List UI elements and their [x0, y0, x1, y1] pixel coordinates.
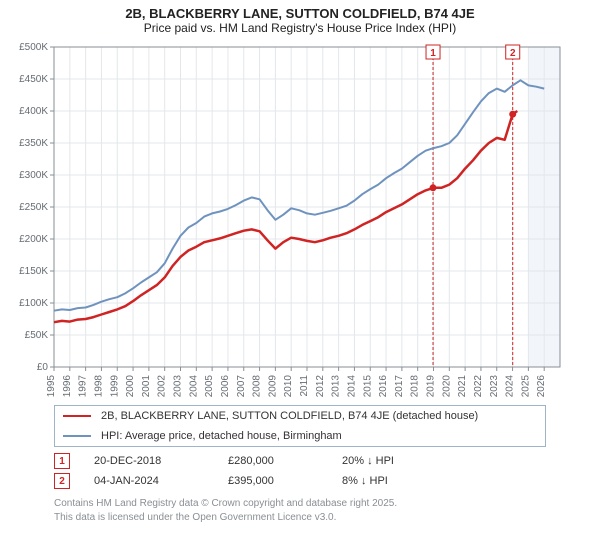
svg-text:£200K: £200K — [19, 234, 48, 245]
svg-text:2001: 2001 — [141, 375, 152, 398]
svg-text:2007: 2007 — [236, 375, 247, 398]
svg-text:2016: 2016 — [378, 375, 389, 398]
chart: £0 £50K £100K £150K £200K £250K £300K £350K £400… — [8, 39, 568, 399]
svg-text:£150K: £150K — [19, 266, 48, 277]
legend-row: 2B, BLACKBERRY LANE, SUTTON COLDFIELD, B… — [55, 406, 545, 426]
svg-text:£450K: £450K — [19, 74, 48, 85]
legend: 2B, BLACKBERRY LANE, SUTTON COLDFIELD, B… — [54, 405, 546, 447]
event-delta: 8% ↓ HPI — [342, 475, 432, 487]
svg-text:2020: 2020 — [441, 375, 452, 398]
svg-text:£0: £0 — [37, 362, 49, 373]
event-marker-1: 1 — [54, 453, 70, 469]
svg-text:2023: 2023 — [489, 375, 500, 398]
svg-text:2011: 2011 — [299, 375, 310, 397]
svg-text:2008: 2008 — [252, 375, 263, 398]
svg-text:2009: 2009 — [267, 375, 278, 398]
event-date: 20-DEC-2018 — [94, 455, 204, 467]
svg-text:2000: 2000 — [125, 375, 136, 398]
svg-text:£500K: £500K — [19, 42, 48, 53]
svg-text:1996: 1996 — [62, 375, 73, 398]
event-marker-num: 1 — [59, 456, 65, 467]
svg-text:1998: 1998 — [93, 375, 104, 398]
legend-swatch-property — [63, 415, 91, 417]
svg-text:2010: 2010 — [283, 375, 294, 398]
svg-text:2026: 2026 — [536, 375, 547, 398]
footer-line: Contains HM Land Registry data © Crown c… — [54, 497, 592, 511]
chart-subtitle: Price paid vs. HM Land Registry's House … — [8, 21, 592, 35]
svg-text:2004: 2004 — [188, 375, 199, 398]
event-marker-num: 2 — [59, 476, 65, 487]
svg-text:2024: 2024 — [505, 375, 516, 398]
footer-line: This data is licensed under the Open Gov… — [54, 511, 592, 525]
event-row: 1 20-DEC-2018 £280,000 20% ↓ HPI — [54, 451, 592, 471]
svg-text:2019: 2019 — [426, 375, 437, 398]
svg-text:£350K: £350K — [19, 138, 48, 149]
svg-text:1995: 1995 — [46, 375, 57, 398]
svg-text:2002: 2002 — [157, 375, 168, 398]
event-date: 04-JAN-2024 — [94, 475, 204, 487]
svg-text:2014: 2014 — [346, 375, 357, 398]
legend-row: HPI: Average price, detached house, Birm… — [55, 426, 545, 446]
svg-text:2015: 2015 — [362, 375, 373, 398]
svg-text:2022: 2022 — [473, 375, 484, 398]
svg-text:2003: 2003 — [173, 375, 184, 398]
svg-text:1999: 1999 — [109, 375, 120, 398]
svg-text:2006: 2006 — [220, 375, 231, 398]
event-price: £280,000 — [228, 455, 318, 467]
svg-text:2017: 2017 — [394, 375, 405, 398]
svg-text:2025: 2025 — [520, 375, 531, 398]
event-table: 1 20-DEC-2018 £280,000 20% ↓ HPI 2 04-JA… — [54, 451, 592, 491]
legend-swatch-hpi — [63, 435, 91, 437]
svg-text:£100K: £100K — [19, 298, 48, 309]
svg-text:2013: 2013 — [331, 375, 342, 398]
svg-text:1: 1 — [430, 48, 436, 59]
event-delta: 20% ↓ HPI — [342, 455, 432, 467]
event-row: 2 04-JAN-2024 £395,000 8% ↓ HPI — [54, 471, 592, 491]
svg-text:2012: 2012 — [315, 375, 326, 398]
event-marker-2: 2 — [54, 473, 70, 489]
svg-text:£250K: £250K — [19, 202, 48, 213]
svg-text:£400K: £400K — [19, 106, 48, 117]
event-price: £395,000 — [228, 475, 318, 487]
legend-label: 2B, BLACKBERRY LANE, SUTTON COLDFIELD, B… — [101, 410, 478, 422]
footer: Contains HM Land Registry data © Crown c… — [54, 497, 592, 524]
svg-text:£300K: £300K — [19, 170, 48, 181]
chart-title: 2B, BLACKBERRY LANE, SUTTON COLDFIELD, B… — [8, 6, 592, 21]
svg-text:2021: 2021 — [457, 375, 468, 398]
svg-text:£50K: £50K — [25, 330, 49, 341]
legend-label: HPI: Average price, detached house, Birm… — [101, 430, 342, 442]
svg-text:2018: 2018 — [410, 375, 421, 398]
chart-svg: £0 £50K £100K £150K £200K £250K £300K £350K £400… — [8, 39, 568, 399]
svg-text:2: 2 — [510, 48, 516, 59]
svg-text:2005: 2005 — [204, 375, 215, 398]
svg-text:1997: 1997 — [78, 375, 89, 398]
